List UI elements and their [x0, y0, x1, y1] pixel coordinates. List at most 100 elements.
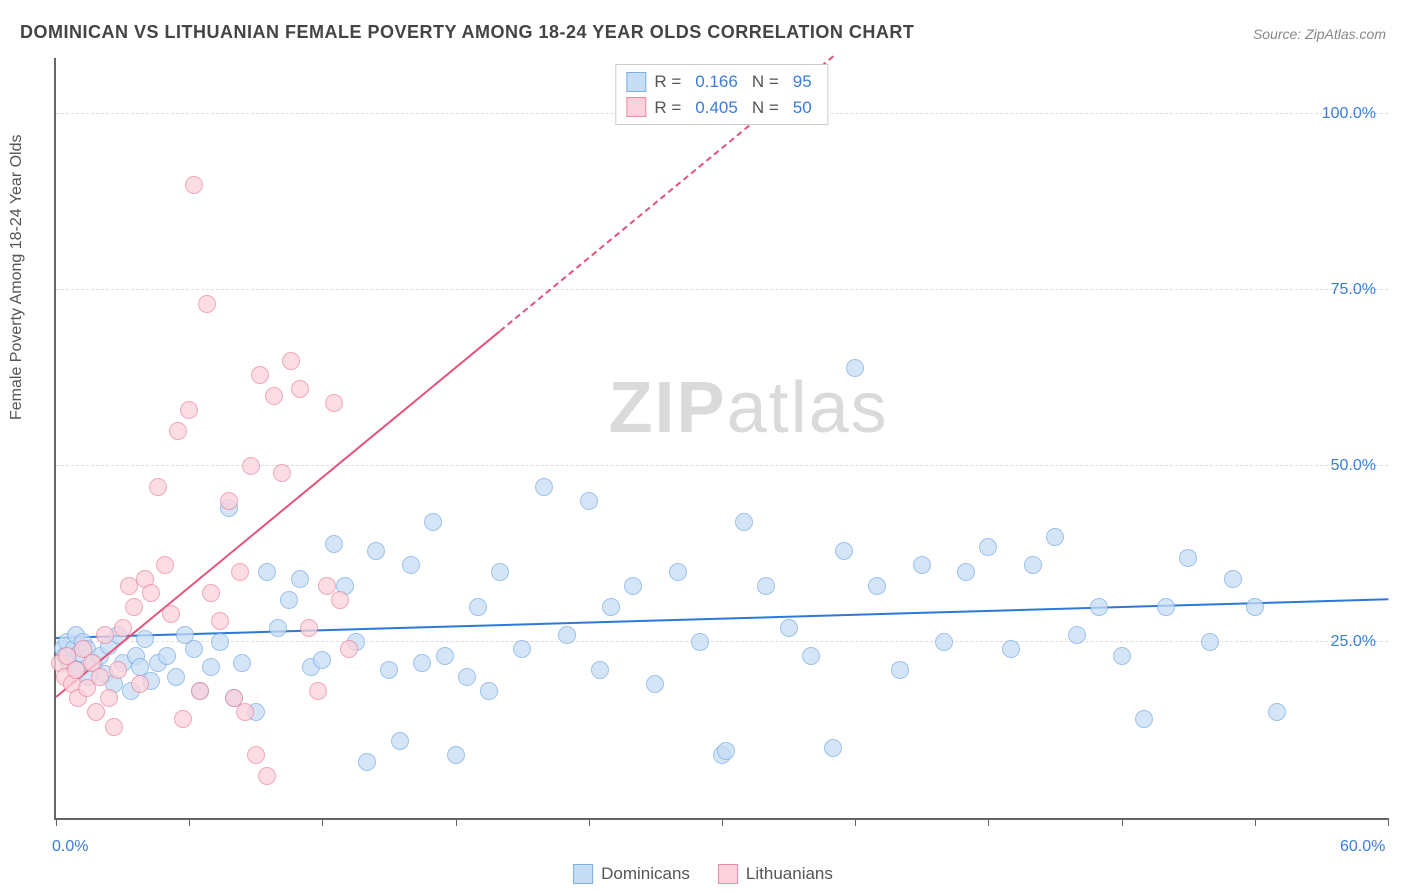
data-point	[1224, 570, 1242, 588]
data-point	[402, 556, 420, 574]
data-point	[247, 746, 265, 764]
data-point	[957, 563, 975, 581]
data-point	[780, 619, 798, 637]
stat-R-label: R =	[654, 69, 681, 95]
swatch-lithuanians	[718, 864, 738, 884]
x-tick	[189, 818, 190, 826]
data-point	[156, 556, 174, 574]
data-point	[211, 612, 229, 630]
data-point	[469, 598, 487, 616]
stat-R-label: R =	[654, 95, 681, 121]
data-point	[757, 577, 775, 595]
data-point	[979, 538, 997, 556]
data-point	[646, 675, 664, 693]
data-point	[580, 492, 598, 510]
legend-label-dominicans: Dominicans	[601, 864, 690, 884]
data-point	[87, 703, 105, 721]
data-point	[280, 591, 298, 609]
data-point	[291, 380, 309, 398]
y-tick-label: 75.0%	[1331, 281, 1376, 299]
data-point	[1046, 528, 1064, 546]
data-point	[114, 619, 132, 637]
data-point	[558, 626, 576, 644]
data-point	[136, 630, 154, 648]
data-point	[318, 577, 336, 595]
data-point	[1157, 598, 1175, 616]
data-point	[1246, 598, 1264, 616]
y-tick-label: 100.0%	[1322, 105, 1376, 123]
watermark: ZIPatlas	[609, 367, 889, 449]
data-point	[1068, 626, 1086, 644]
stat-N-value: 95	[793, 69, 812, 95]
data-point	[233, 654, 251, 672]
data-point	[162, 605, 180, 623]
data-point	[1135, 710, 1153, 728]
data-point	[358, 753, 376, 771]
x-tick	[1388, 818, 1389, 826]
chart-title: DOMINICAN VS LITHUANIAN FEMALE POVERTY A…	[20, 22, 914, 43]
data-point	[109, 661, 127, 679]
data-point	[1113, 647, 1131, 665]
data-point	[131, 675, 149, 693]
data-point	[846, 359, 864, 377]
data-point	[935, 633, 953, 651]
data-point	[100, 689, 118, 707]
data-point	[367, 542, 385, 560]
data-point	[380, 661, 398, 679]
stat-N-label: N =	[752, 69, 779, 95]
data-point	[273, 464, 291, 482]
data-point	[251, 366, 269, 384]
data-point	[1201, 633, 1219, 651]
data-point	[480, 682, 498, 700]
data-point	[185, 176, 203, 194]
data-point	[891, 661, 909, 679]
data-point	[868, 577, 886, 595]
data-point	[185, 640, 203, 658]
data-point	[180, 401, 198, 419]
stats-row: R =0.405N =50	[626, 95, 817, 121]
data-point	[125, 598, 143, 616]
gridline	[56, 641, 1388, 642]
data-point	[424, 513, 442, 531]
scatter-plot: ZIPatlas R =0.166N =95R =0.405N =50 25.0…	[54, 58, 1388, 820]
data-point	[300, 619, 318, 637]
data-point	[142, 584, 160, 602]
data-point	[282, 352, 300, 370]
data-point	[1002, 640, 1020, 658]
stat-N-label: N =	[752, 95, 779, 121]
stat-R-value: 0.405	[695, 95, 738, 121]
data-point	[325, 394, 343, 412]
source-label: Source: ZipAtlas.com	[1253, 26, 1386, 42]
x-tick	[456, 818, 457, 826]
gridline	[56, 289, 1388, 290]
x-tick	[988, 818, 989, 826]
swatch-icon	[626, 97, 646, 117]
x-tick	[1255, 818, 1256, 826]
data-point	[513, 640, 531, 658]
data-point	[1179, 549, 1197, 567]
legend-item-lithuanians: Lithuanians	[718, 864, 833, 884]
y-tick-label: 50.0%	[1331, 457, 1376, 475]
x-tick	[322, 818, 323, 826]
series-legend: Dominicans Lithuanians	[573, 864, 833, 884]
x-tick-label: 60.0%	[1340, 838, 1385, 856]
data-point	[167, 668, 185, 686]
swatch-dominicans	[573, 864, 593, 884]
stats-legend-box: R =0.166N =95R =0.405N =50	[615, 64, 828, 125]
data-point	[202, 658, 220, 676]
data-point	[491, 563, 509, 581]
data-point	[202, 584, 220, 602]
data-point	[96, 626, 114, 644]
data-point	[669, 563, 687, 581]
trend-line	[56, 598, 1388, 639]
data-point	[413, 654, 431, 672]
data-point	[211, 633, 229, 651]
x-tick	[855, 818, 856, 826]
x-tick	[1122, 818, 1123, 826]
x-tick	[722, 818, 723, 826]
data-point	[447, 746, 465, 764]
data-point	[91, 668, 109, 686]
stats-row: R =0.166N =95	[626, 69, 817, 95]
data-point	[220, 492, 238, 510]
data-point	[802, 647, 820, 665]
